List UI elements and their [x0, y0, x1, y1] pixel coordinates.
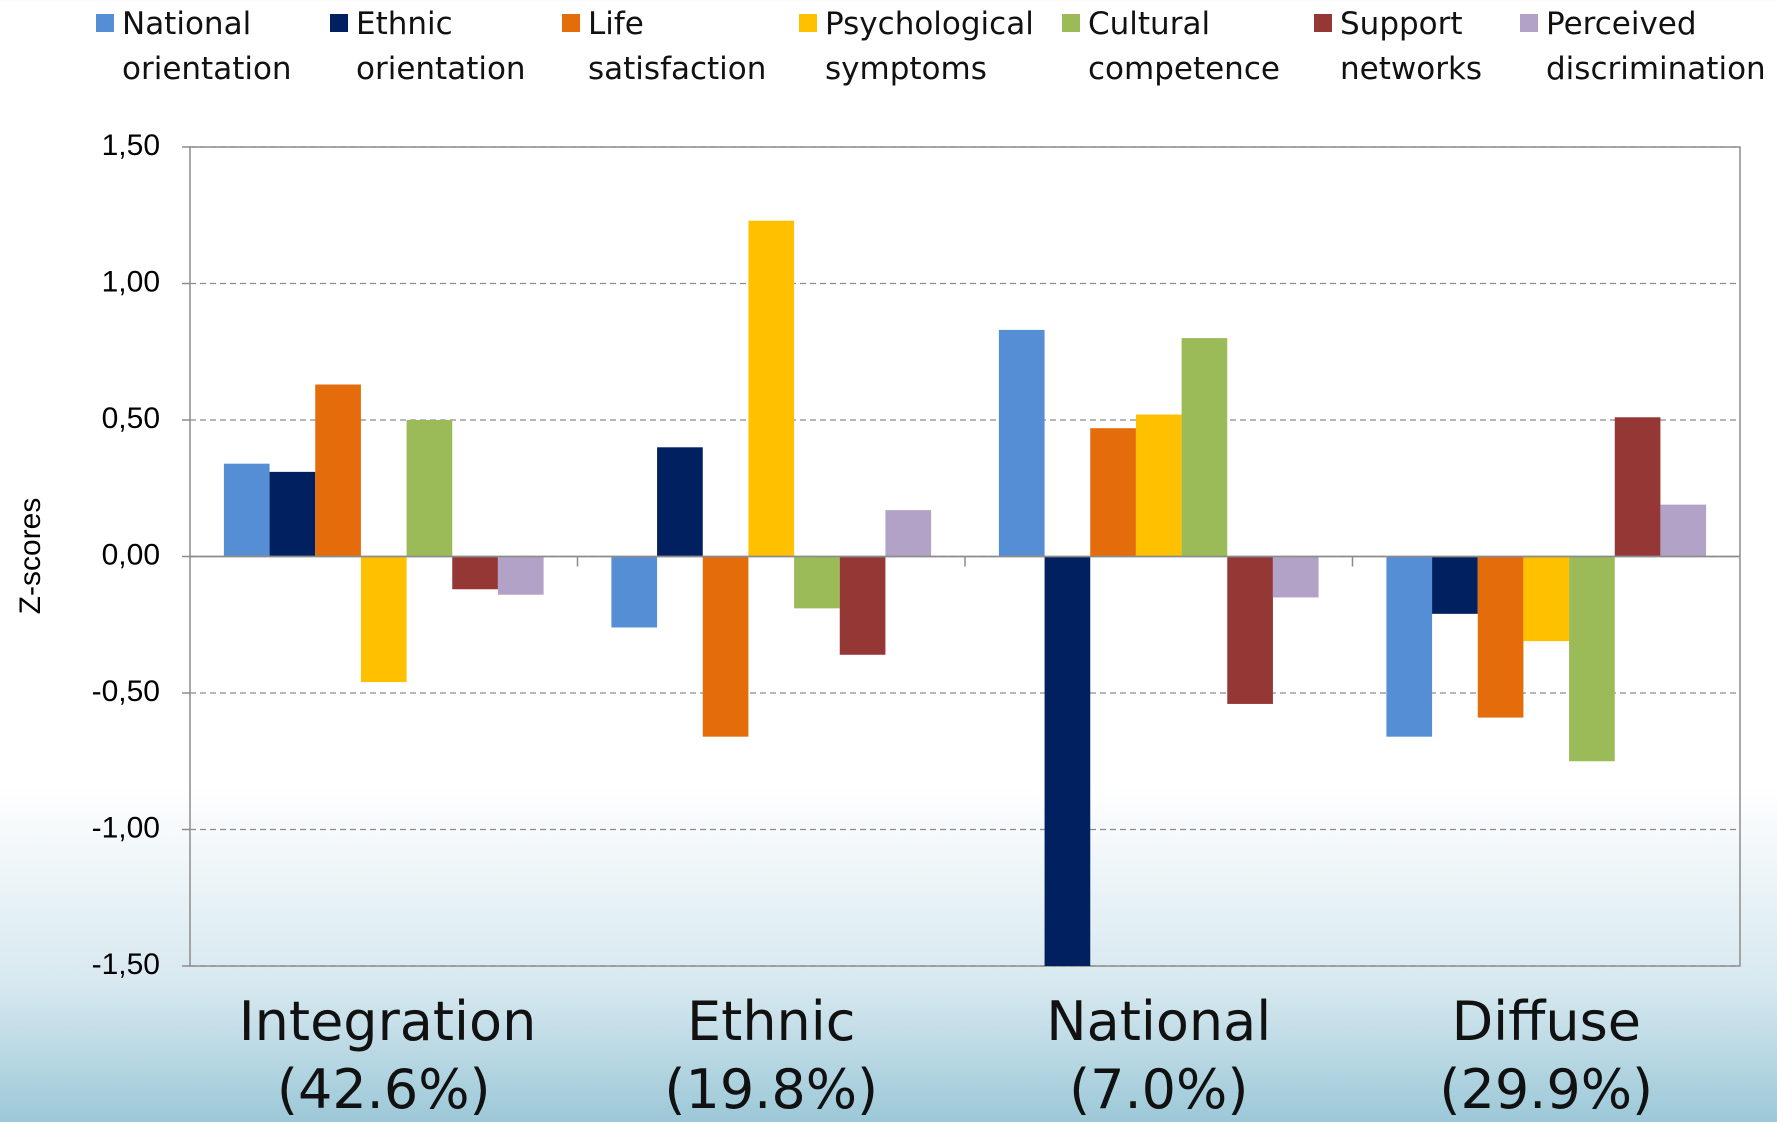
legend-swatch [562, 14, 580, 32]
bar [1569, 556, 1615, 762]
y-tick-label: 0,50 [102, 402, 160, 435]
legend-swatch [330, 14, 348, 32]
bar [657, 447, 703, 557]
bar [1660, 504, 1707, 557]
legend-item: Perceived discrimination [1520, 2, 1777, 92]
bar [1090, 428, 1136, 557]
bar [223, 463, 270, 557]
bar [748, 220, 795, 557]
bar [315, 384, 361, 557]
x-tick-label: Diffuse (29.9%) [1439, 990, 1654, 1121]
legend-label: National orientation [122, 6, 292, 87]
legend-swatch [799, 14, 817, 32]
y-tick-label: 1,00 [102, 265, 160, 298]
legend-item: Support networks [1314, 2, 1540, 92]
bar [794, 556, 840, 609]
legend-label: Life satisfaction [588, 6, 767, 87]
legend-item: Ethnic orientation [330, 2, 576, 92]
bar [1135, 414, 1182, 557]
legend-label: Cultural competence [1088, 6, 1280, 87]
legend-item: Cultural competence [1062, 2, 1328, 92]
legend-item: Psychological symptoms [799, 2, 1075, 92]
bar [998, 329, 1045, 557]
bar [839, 556, 886, 655]
legend-label: Ethnic orientation [356, 6, 526, 87]
y-tick-label: -1,50 [92, 948, 160, 981]
bar [885, 510, 932, 557]
bar [1614, 417, 1661, 557]
y-tick-label: 1,50 [102, 129, 160, 162]
bar [452, 556, 498, 590]
legend-swatch [96, 14, 114, 32]
bar [1432, 556, 1478, 614]
legend-swatch [1062, 14, 1080, 32]
bar [1272, 556, 1319, 598]
legend-label: Support networks [1340, 6, 1483, 87]
x-tick-label: Ethnic (19.8%) [664, 990, 879, 1121]
y-tick-label: -1,00 [92, 811, 160, 844]
y-tick-label: -0,50 [92, 675, 160, 708]
bar [360, 556, 407, 683]
bar [406, 420, 453, 557]
bar [1523, 556, 1570, 642]
bar [1477, 556, 1524, 718]
y-axis-title: Z-scores [14, 498, 47, 615]
legend-swatch [1520, 14, 1538, 32]
x-tick-label: Integration (42.6%) [238, 990, 537, 1121]
bar [497, 556, 544, 595]
legend-label: Psychological symptoms [825, 6, 1034, 87]
x-tick-label: National (7.0%) [1046, 990, 1272, 1121]
bar [269, 471, 316, 557]
legend-item: National orientation [96, 2, 342, 92]
legend-item: Life satisfaction [562, 2, 813, 92]
bar [702, 556, 749, 737]
bar [1044, 556, 1091, 966]
legend-swatch [1314, 14, 1332, 32]
legend-label: Perceived discrimination [1546, 6, 1766, 87]
bar [1181, 338, 1228, 557]
y-tick-label: 0,00 [102, 538, 160, 571]
bar [611, 556, 658, 628]
bar [1386, 556, 1433, 737]
bar [1227, 556, 1273, 704]
